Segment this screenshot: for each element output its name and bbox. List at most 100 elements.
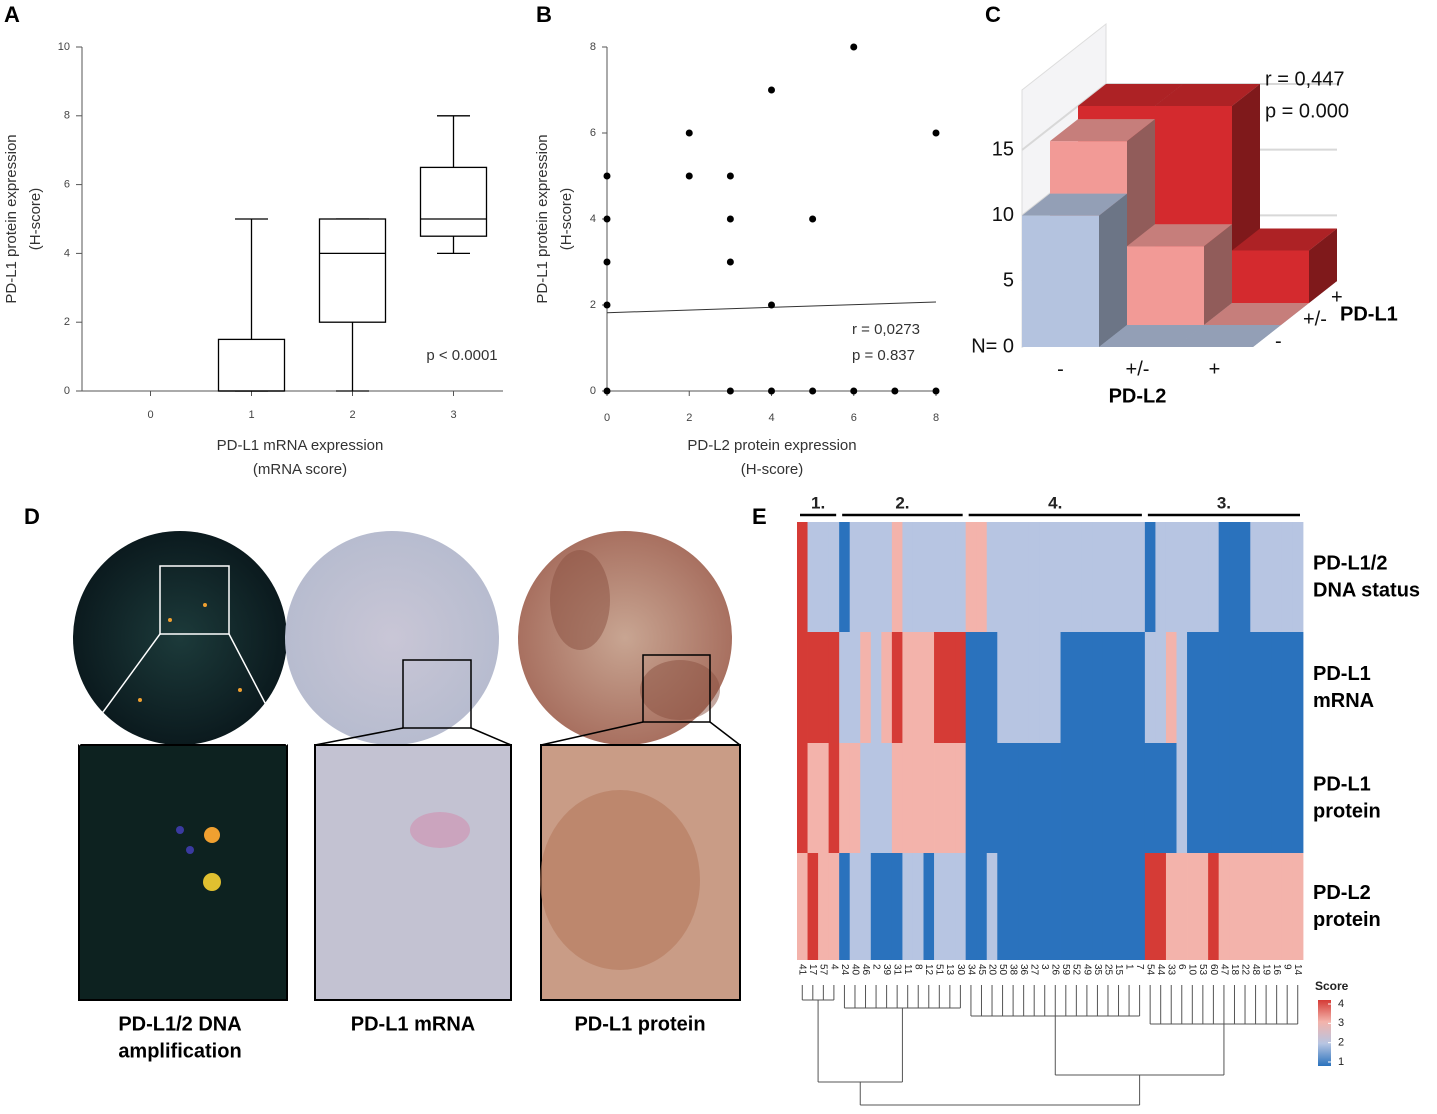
- cell: [944, 632, 956, 743]
- bar-side-shade: [1204, 224, 1232, 325]
- column-label: 33: [1166, 964, 1177, 976]
- y-axis-label: (H-score): [558, 188, 575, 251]
- cell: [934, 632, 945, 743]
- bar-side-shade: [1099, 193, 1127, 347]
- annotation: r = 0,0273: [852, 321, 920, 338]
- bar-top: [1127, 224, 1232, 247]
- cell: [1039, 853, 1051, 960]
- stain: [410, 812, 470, 848]
- cell: [1281, 743, 1293, 853]
- cell: [1187, 743, 1198, 853]
- point: [809, 387, 817, 395]
- y-tick-label: 4: [64, 247, 70, 259]
- y-tick-label: 0: [590, 385, 596, 397]
- cell: [1208, 522, 1220, 632]
- cell: [1113, 522, 1125, 632]
- bar-top: [1176, 325, 1281, 347]
- cell: [976, 853, 988, 960]
- cell: [1018, 522, 1030, 632]
- cell: [944, 853, 956, 960]
- cell: [849, 853, 861, 960]
- bar-top-shade: [1078, 84, 1183, 106]
- cell: [849, 522, 861, 632]
- bar-top-shade: [1204, 303, 1309, 325]
- column-label: 45: [976, 964, 987, 976]
- cell: [1155, 522, 1167, 632]
- cell: [1018, 632, 1030, 743]
- bar-top: [1232, 228, 1337, 251]
- cell: [1239, 743, 1251, 853]
- annotation: p = 0.000: [1265, 100, 1349, 122]
- cell: [870, 522, 882, 632]
- point: [932, 129, 940, 137]
- cell: [1071, 522, 1083, 632]
- cell: [891, 522, 903, 632]
- cell: [965, 522, 977, 632]
- cell: [912, 522, 924, 632]
- cell: [1292, 743, 1304, 853]
- y-axis-label: PD-L1 protein expression: [534, 134, 551, 303]
- signal: [138, 698, 142, 702]
- bar-front: [1232, 250, 1309, 303]
- cell: [1039, 632, 1051, 743]
- cell: [1218, 853, 1230, 960]
- cell: [1197, 632, 1209, 743]
- legend-tick-label: 2: [1338, 1037, 1344, 1049]
- stain: [540, 790, 700, 970]
- bar-top: [1204, 303, 1309, 325]
- cell: [881, 853, 893, 960]
- cell: [797, 632, 808, 743]
- cluster-label: 3.: [1217, 493, 1231, 512]
- cell: [1155, 853, 1167, 960]
- cell: [1050, 632, 1061, 743]
- cell: [818, 632, 830, 743]
- cell: [1028, 632, 1040, 743]
- column-label: 26: [1050, 964, 1061, 976]
- y-axis-label: PD-L1 protein expression: [3, 134, 20, 303]
- series-label: +: [1331, 286, 1343, 308]
- column-label: 34: [965, 964, 976, 976]
- column-label: 16: [1271, 964, 1282, 976]
- cell: [1292, 853, 1304, 960]
- cell: [881, 632, 893, 743]
- cell: [1229, 743, 1241, 853]
- cell: [1281, 853, 1293, 960]
- cell: [1134, 632, 1146, 743]
- signal: [203, 873, 221, 891]
- cell: [818, 853, 830, 960]
- y-tick-label: 10: [58, 41, 70, 53]
- cell: [1071, 743, 1083, 853]
- cell: [891, 632, 903, 743]
- bar-side: [1309, 228, 1337, 303]
- bar-top: [1155, 84, 1260, 106]
- cell: [997, 853, 1009, 960]
- cell: [1165, 743, 1177, 853]
- bar-top-shade: [1155, 84, 1260, 106]
- annotation: p = 0.837: [852, 347, 915, 364]
- cell: [1208, 743, 1220, 853]
- bar-top-shade: [1050, 119, 1155, 142]
- y-tick-label: 2: [64, 316, 70, 328]
- cell: [923, 632, 935, 743]
- column-label: 20: [986, 964, 997, 976]
- point: [603, 258, 611, 266]
- row-label: DNA status: [1313, 579, 1420, 601]
- cell: [1007, 743, 1019, 853]
- column-label: 59: [1060, 964, 1071, 976]
- row-label: PD-L1/2: [1313, 552, 1387, 574]
- point: [603, 301, 611, 309]
- cell: [1028, 853, 1040, 960]
- x-axis-label: PD-L2: [1109, 385, 1167, 407]
- cell: [839, 522, 851, 632]
- column-label: 35: [1092, 964, 1103, 976]
- signal: [176, 826, 184, 834]
- cell: [912, 743, 924, 853]
- cell: [1197, 522, 1209, 632]
- cell: [986, 853, 998, 960]
- column-label: 49: [1081, 964, 1092, 976]
- micrographs: [73, 531, 741, 1001]
- cell: [818, 743, 830, 853]
- column-label: 47: [1218, 964, 1229, 976]
- cell: [1229, 522, 1241, 632]
- cell: [828, 853, 840, 960]
